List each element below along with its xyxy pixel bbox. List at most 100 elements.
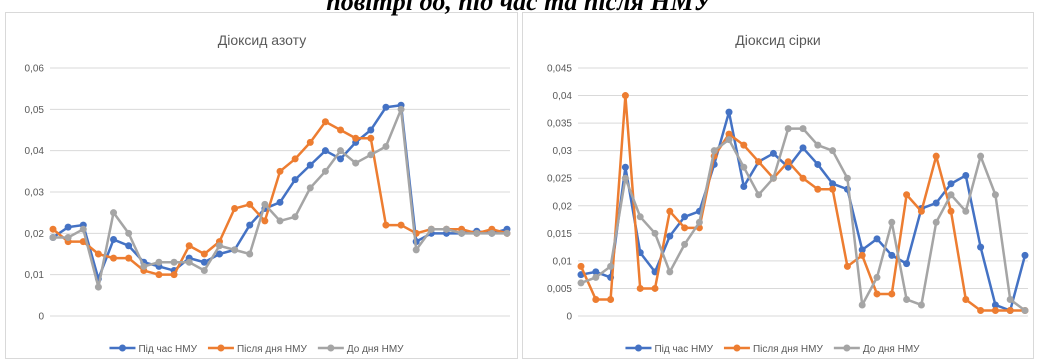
data-point bbox=[755, 191, 763, 199]
data-point bbox=[799, 174, 807, 182]
data-point bbox=[666, 207, 674, 215]
data-point bbox=[814, 141, 822, 149]
data-point bbox=[1021, 306, 1029, 314]
data-point bbox=[1021, 251, 1029, 259]
data-point bbox=[592, 295, 600, 303]
data-point bbox=[337, 147, 345, 155]
y-tick-label: 0 bbox=[38, 312, 44, 323]
data-point bbox=[740, 163, 748, 171]
data-point bbox=[740, 182, 748, 190]
data-point bbox=[155, 271, 163, 279]
y-tick-label: 0,03 bbox=[25, 188, 45, 199]
y-tick-label: 0,005 bbox=[547, 284, 572, 295]
data-point bbox=[725, 108, 733, 116]
legend-marker bbox=[327, 344, 335, 352]
data-point bbox=[829, 185, 837, 193]
data-point bbox=[49, 233, 57, 241]
data-point bbox=[321, 118, 329, 126]
legend-marker bbox=[733, 344, 741, 352]
data-point bbox=[231, 205, 239, 213]
data-point bbox=[962, 171, 970, 179]
data-point bbox=[947, 180, 955, 188]
data-point bbox=[473, 229, 481, 237]
data-point bbox=[621, 174, 629, 182]
data-point bbox=[140, 262, 148, 270]
legend-marker bbox=[118, 344, 126, 352]
data-point bbox=[932, 152, 940, 160]
data-point bbox=[155, 258, 163, 266]
data-point bbox=[427, 225, 435, 233]
y-tick-label: 0,04 bbox=[553, 91, 573, 102]
data-point bbox=[94, 250, 102, 258]
data-point bbox=[681, 240, 689, 248]
y-tick-label: 0,04 bbox=[25, 146, 45, 157]
data-point bbox=[246, 250, 254, 258]
data-point bbox=[458, 229, 466, 237]
data-point bbox=[231, 246, 239, 254]
data-point bbox=[858, 251, 866, 259]
data-point bbox=[710, 147, 718, 155]
data-point bbox=[215, 242, 223, 250]
data-point bbox=[932, 199, 940, 207]
data-point bbox=[577, 262, 585, 270]
legend-marker bbox=[843, 344, 851, 352]
chart-title: Діоксид сірки bbox=[735, 32, 820, 48]
y-tick-label: 0,05 bbox=[25, 105, 45, 116]
data-point bbox=[276, 217, 284, 225]
data-point bbox=[651, 284, 659, 292]
data-point bbox=[306, 138, 314, 146]
data-point bbox=[769, 149, 777, 157]
data-point bbox=[666, 232, 674, 240]
y-tick-label: 0,06 bbox=[25, 64, 45, 75]
data-point bbox=[412, 246, 420, 254]
data-point bbox=[977, 306, 985, 314]
data-point bbox=[503, 229, 511, 237]
data-point bbox=[621, 92, 629, 100]
data-point bbox=[858, 301, 866, 309]
data-point bbox=[607, 295, 615, 303]
y-tick-label: 0 bbox=[566, 312, 572, 323]
data-point bbox=[170, 258, 178, 266]
data-point bbox=[873, 235, 881, 243]
data-point bbox=[352, 159, 360, 167]
data-point bbox=[903, 191, 911, 199]
chart-title: Діоксид азоту bbox=[218, 32, 306, 48]
legend-label: Під час НМУ bbox=[138, 344, 197, 355]
y-tick-label: 0,03 bbox=[553, 146, 573, 157]
data-point bbox=[799, 144, 807, 152]
data-point bbox=[79, 225, 87, 233]
data-point bbox=[382, 221, 390, 229]
data-point bbox=[442, 225, 450, 233]
data-point bbox=[769, 174, 777, 182]
data-point bbox=[858, 246, 866, 254]
data-point bbox=[829, 180, 837, 188]
data-point bbox=[621, 163, 629, 171]
data-point bbox=[367, 134, 375, 142]
legend-marker bbox=[217, 344, 225, 352]
data-point bbox=[592, 268, 600, 276]
data-point bbox=[888, 290, 896, 298]
data-point bbox=[382, 103, 390, 111]
legend-label: До дня НМУ bbox=[347, 344, 404, 355]
data-point bbox=[246, 221, 254, 229]
page-heading: повітрі до, під час та після НМУ bbox=[326, 0, 714, 16]
data-point bbox=[843, 174, 851, 182]
y-tick-label: 0,015 bbox=[547, 229, 572, 240]
data-point bbox=[488, 229, 496, 237]
legend-label: Під час НМУ bbox=[654, 344, 713, 355]
data-point bbox=[125, 254, 133, 262]
data-point bbox=[991, 301, 999, 309]
data-point bbox=[651, 229, 659, 237]
data-point bbox=[843, 262, 851, 270]
data-point bbox=[200, 250, 208, 258]
legend-label: До дня НМУ bbox=[863, 344, 920, 355]
legend-label: Після дня НМУ bbox=[753, 344, 824, 355]
data-point bbox=[681, 224, 689, 232]
data-point bbox=[829, 147, 837, 155]
data-point bbox=[110, 209, 118, 217]
y-tick-label: 0,035 bbox=[547, 119, 572, 130]
data-point bbox=[755, 158, 763, 166]
data-point bbox=[903, 295, 911, 303]
data-point bbox=[291, 155, 299, 163]
